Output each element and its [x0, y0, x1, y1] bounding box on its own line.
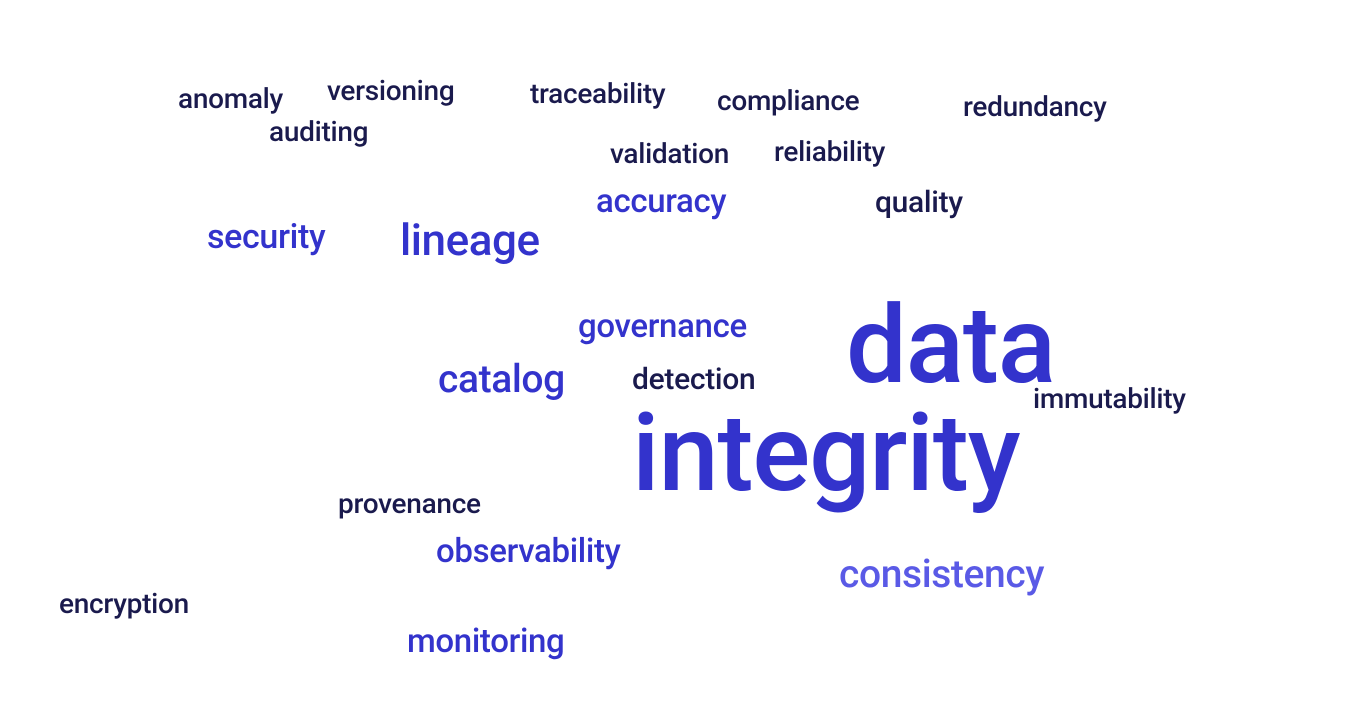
word-anomaly: anomaly: [178, 85, 283, 113]
word-lineage: lineage: [400, 218, 540, 262]
word-encryption: encryption: [59, 590, 189, 618]
word-provenance: provenance: [338, 490, 481, 518]
word-integrity: integrity: [632, 400, 1020, 508]
word-governance: governance: [578, 310, 747, 343]
word-redundancy: redundancy: [963, 93, 1107, 121]
word-reliability: reliability: [774, 138, 885, 166]
word-quality: quality: [875, 188, 963, 218]
word-auditing: auditing: [269, 118, 368, 146]
word-traceability: traceability: [530, 80, 665, 108]
word-observability: observability: [436, 535, 620, 568]
word-catalog: catalog: [438, 360, 565, 399]
word-data: data: [846, 292, 1055, 400]
word-security: security: [207, 220, 325, 254]
word-consistency: consistency: [839, 555, 1044, 594]
word-compliance: compliance: [717, 87, 859, 115]
word-monitoring: monitoring: [407, 625, 564, 658]
word-immutability: immutability: [1033, 385, 1186, 413]
wordcloud-canvas: anomaly versioning traceability compliance r…: [0, 0, 1350, 709]
word-accuracy: accuracy: [596, 185, 726, 218]
word-versioning: versioning: [327, 77, 454, 105]
word-validation: validation: [610, 140, 729, 168]
